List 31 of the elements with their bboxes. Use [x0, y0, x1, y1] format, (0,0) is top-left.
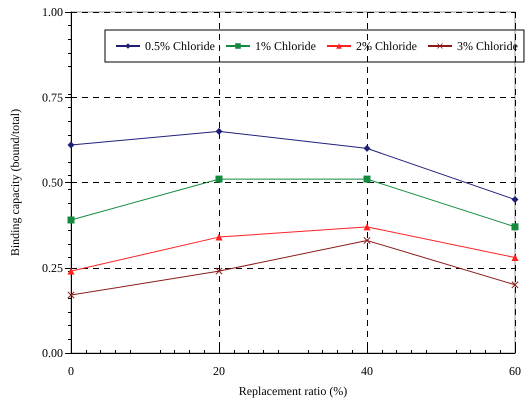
- y-tick-label: 1.00: [42, 5, 63, 19]
- x-tick-label: 0: [68, 364, 74, 378]
- x-tick-label: 60: [509, 364, 521, 378]
- point: [68, 292, 74, 299]
- x-tick-label: 40: [361, 364, 373, 378]
- point: [512, 223, 518, 230]
- x-axis-title: Replacement ratio (%): [238, 384, 348, 398]
- point: [512, 281, 518, 288]
- legend-label: 1% Chloride: [254, 39, 316, 53]
- y-tick-label: 0.00: [42, 346, 63, 360]
- point: [216, 268, 222, 275]
- point: [216, 128, 222, 135]
- y-tick-label: 0.75: [42, 90, 63, 104]
- y-tick-label: 0.50: [42, 176, 63, 190]
- point: [68, 268, 74, 275]
- y-axis-title: Binding capacity (bound/total): [8, 108, 22, 256]
- point: [364, 176, 370, 183]
- point: [68, 216, 74, 224]
- point: [364, 236, 370, 244]
- legend-label: 3% Chloride: [456, 39, 518, 53]
- point: [364, 144, 370, 152]
- legend-label: 0.5% Chloride: [145, 39, 215, 53]
- point: [216, 176, 222, 183]
- point: [512, 196, 518, 204]
- point: [68, 141, 74, 148]
- y-tick-label: 0.25: [42, 260, 63, 275]
- point: [512, 254, 518, 262]
- point: [364, 223, 370, 230]
- point: [216, 234, 222, 241]
- x-tick-label: 20: [213, 364, 225, 378]
- legend-label: 2% Chloride: [356, 39, 417, 53]
